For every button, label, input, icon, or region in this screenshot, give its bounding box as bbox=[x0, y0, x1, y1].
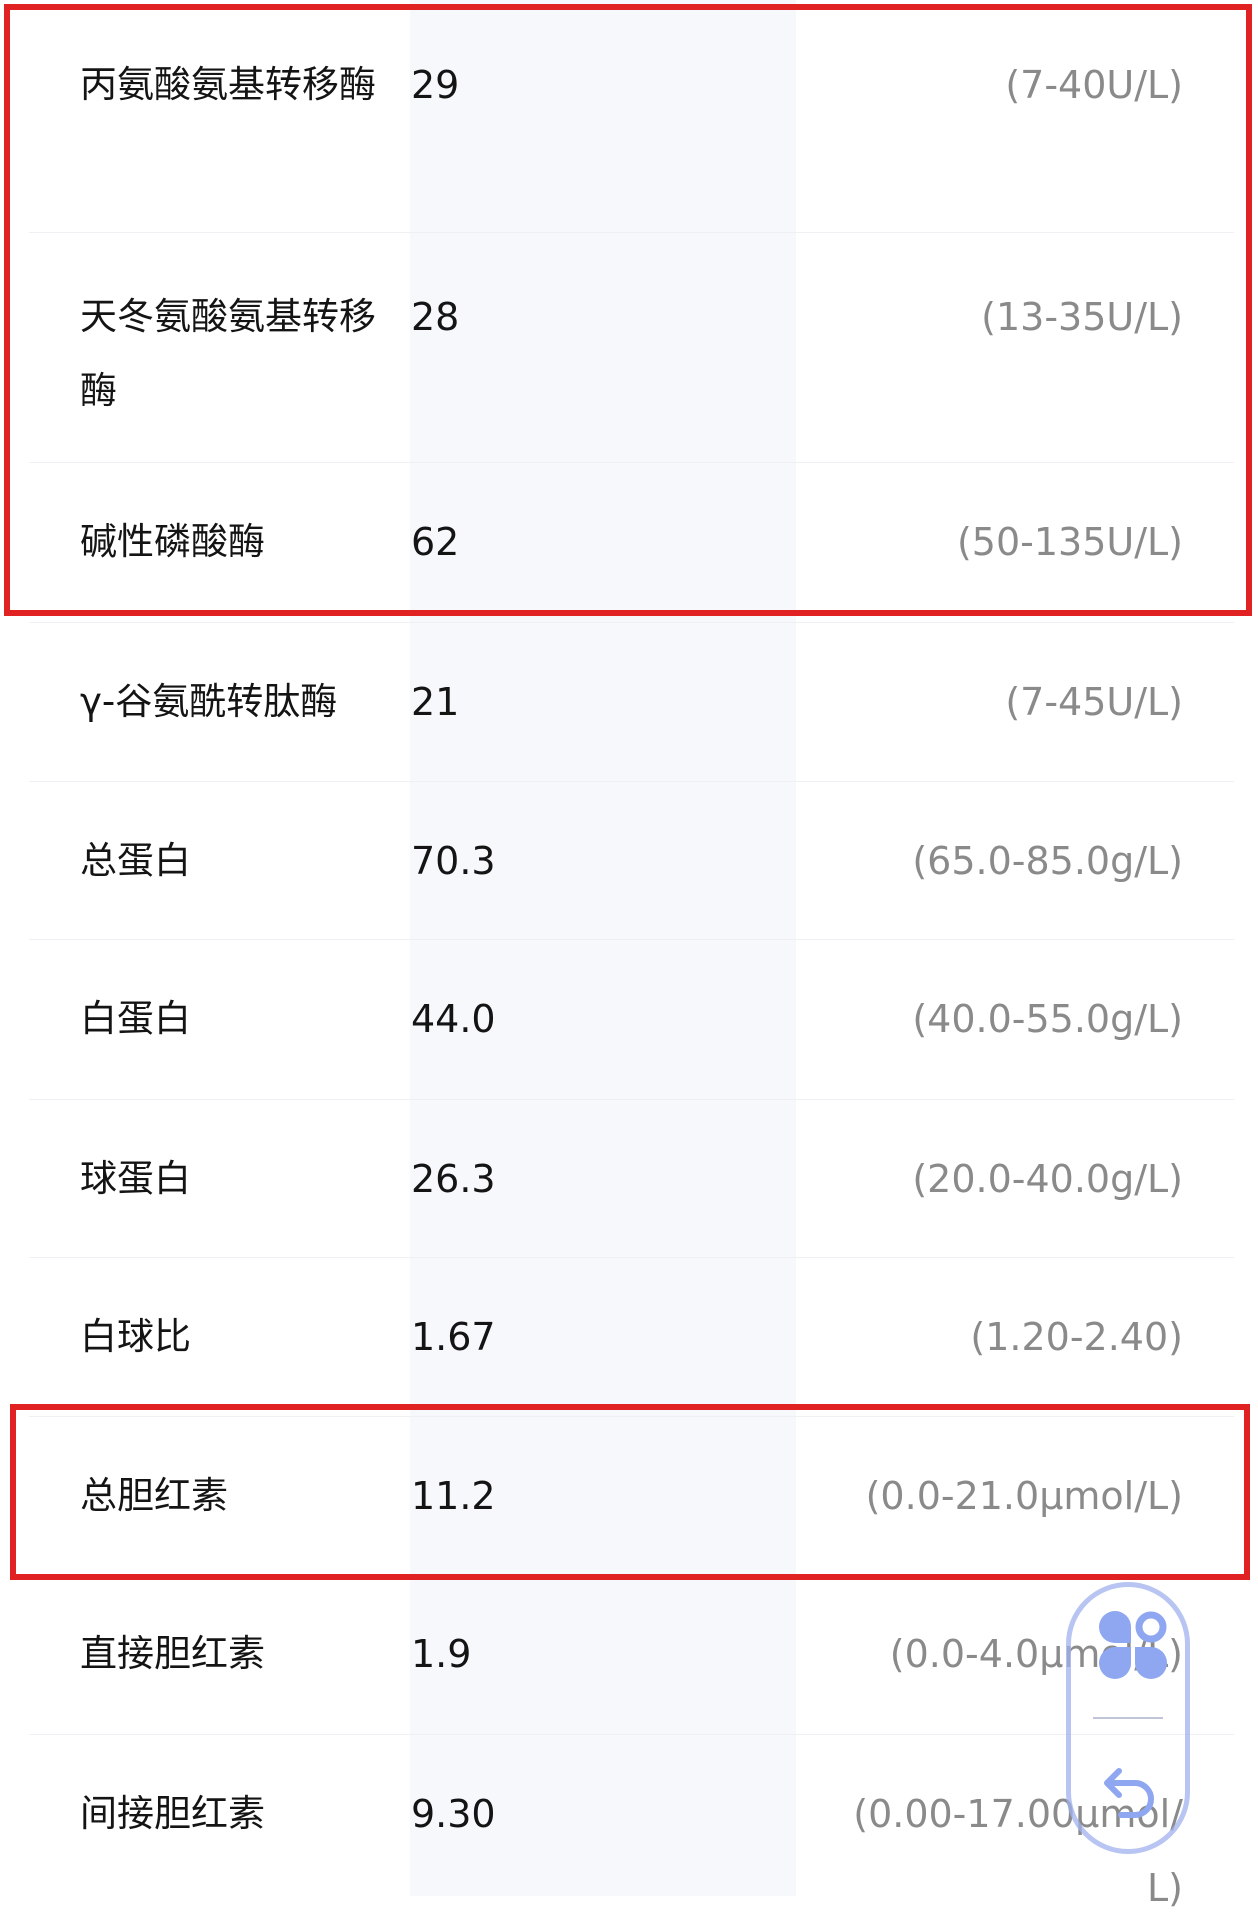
value-column-background bbox=[410, 0, 796, 1896]
table-row: 丙氨酸氨基转移酶 29 (7-40U/L) bbox=[0, 0, 1258, 233]
test-value: 1.67 bbox=[411, 1315, 496, 1359]
table-row: 直接胆红素 1.9 (0.0-4.0μmol/L) bbox=[0, 1575, 1258, 1735]
test-name: 碱性磷酸酶 bbox=[80, 520, 265, 563]
test-value: 21 bbox=[411, 680, 460, 724]
table-row: 球蛋白 26.3 (20.0-40.0g/L) bbox=[0, 1100, 1258, 1258]
test-value: 44.0 bbox=[411, 997, 496, 1041]
back-icon[interactable] bbox=[1097, 1757, 1169, 1829]
test-value: 70.3 bbox=[411, 839, 496, 883]
reference-range: (50-135U/L) bbox=[956, 520, 1183, 564]
test-name: 总胆红素 bbox=[80, 1474, 228, 1517]
row-divider bbox=[29, 1416, 1234, 1417]
reference-range: (13-35U/L) bbox=[981, 295, 1183, 339]
highlight-box-enzymes bbox=[4, 4, 1252, 616]
reference-range: (1.20-2.40) bbox=[970, 1315, 1183, 1359]
reference-range: (7-40U/L) bbox=[1005, 63, 1183, 107]
table-row: 天冬氨酸氨基转移酶 28 (13-35U/L) bbox=[0, 233, 1258, 463]
row-divider bbox=[29, 462, 1234, 463]
row-divider bbox=[29, 781, 1234, 782]
test-value: 62 bbox=[411, 520, 460, 564]
widget-divider bbox=[1093, 1717, 1163, 1719]
reference-range: (7-45U/L) bbox=[1005, 680, 1183, 724]
highlight-box-bilirubin bbox=[10, 1404, 1250, 1580]
test-value: 29 bbox=[411, 63, 460, 107]
table-row: 总蛋白 70.3 (65.0-85.0g/L) bbox=[0, 782, 1258, 940]
table-row: 白球比 1.67 (1.20-2.40) bbox=[0, 1258, 1258, 1417]
test-value: 26.3 bbox=[411, 1157, 496, 1201]
reference-range: (0.0-21.0μmol/L) bbox=[865, 1474, 1183, 1518]
test-name: 球蛋白 bbox=[80, 1157, 191, 1200]
apps-icon[interactable] bbox=[1097, 1609, 1169, 1681]
table-row: γ-谷氨酰转肽酶 21 (7-45U/L) bbox=[0, 623, 1258, 782]
row-divider bbox=[29, 232, 1234, 233]
row-divider bbox=[29, 1099, 1234, 1100]
test-name: 间接胆红素 bbox=[80, 1792, 265, 1835]
table-row: 碱性磷酸酶 62 (50-135U/L) bbox=[0, 463, 1258, 623]
test-value: 11.2 bbox=[411, 1474, 496, 1518]
test-value: 9.30 bbox=[411, 1792, 496, 1836]
floating-assistant-widget[interactable] bbox=[1066, 1582, 1190, 1854]
table-row: 白蛋白 44.0 (40.0-55.0g/L) bbox=[0, 940, 1258, 1100]
reference-range: (20.0-40.0g/L) bbox=[912, 1157, 1183, 1201]
reference-range: (65.0-85.0g/L) bbox=[912, 839, 1183, 883]
row-divider bbox=[29, 622, 1234, 623]
test-name: 天冬氨酸氨基转移酶 bbox=[80, 295, 376, 412]
row-divider bbox=[29, 1257, 1234, 1258]
row-divider bbox=[29, 939, 1234, 940]
test-name: 白球比 bbox=[80, 1315, 191, 1358]
reference-range: (40.0-55.0g/L) bbox=[912, 997, 1183, 1041]
test-value: 1.9 bbox=[411, 1632, 472, 1676]
test-name: 直接胆红素 bbox=[80, 1632, 265, 1675]
test-name: 总蛋白 bbox=[80, 839, 191, 882]
test-name: 丙氨酸氨基转移酶 bbox=[80, 63, 376, 106]
test-name: 白蛋白 bbox=[80, 997, 191, 1040]
test-name: γ-谷氨酰转肽酶 bbox=[80, 680, 338, 723]
test-value: 28 bbox=[411, 295, 460, 339]
row-divider bbox=[29, 1734, 1234, 1735]
